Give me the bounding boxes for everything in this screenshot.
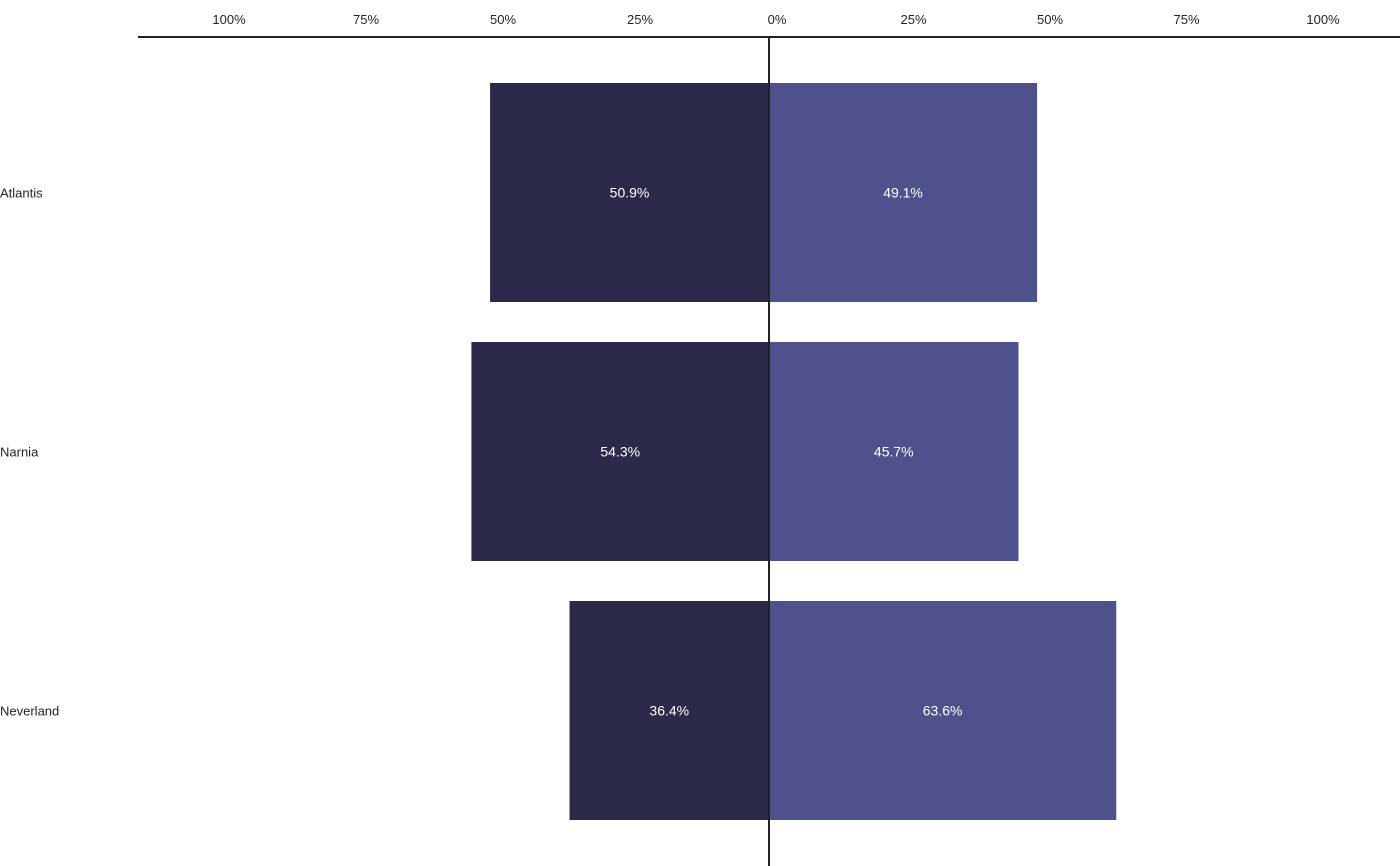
data-label-right: 63.6%	[923, 703, 963, 719]
tick-label: 50%	[1037, 12, 1063, 27]
tick-label: 50%	[490, 12, 516, 27]
bar-right	[769, 83, 1038, 302]
data-label-left: 54.3%	[600, 444, 640, 460]
bar-left	[471, 342, 769, 561]
data-label-right: 45.7%	[874, 444, 914, 460]
bars-group: 50.9% 49.1% 54.3% 45.7% 36.4% 63.6%	[471, 83, 1117, 820]
data-label-left: 36.4%	[649, 703, 689, 719]
tick-label: 25%	[627, 12, 653, 27]
tick-label: 100%	[212, 12, 246, 27]
bar-left	[490, 83, 769, 302]
data-label-left: 50.9%	[610, 185, 650, 201]
data-label-right: 49.1%	[883, 185, 923, 201]
tick-label: 25%	[900, 12, 926, 27]
tick-label: 75%	[1173, 12, 1199, 27]
category-label: Narnia	[0, 445, 39, 460]
category-labels-group: Atlantis Narnia Neverland	[0, 186, 59, 719]
bar-right	[769, 601, 1117, 820]
category-label: Neverland	[0, 704, 59, 719]
category-label: Atlantis	[0, 186, 43, 201]
tick-label: 0%	[768, 12, 787, 27]
tick-label: 100%	[1306, 12, 1340, 27]
tick-label: 75%	[353, 12, 379, 27]
bar-left	[569, 601, 769, 820]
tick-labels-group: 100% 75% 50% 25% 0% 25% 50% 75% 100%	[212, 12, 1340, 27]
bar-right	[769, 342, 1019, 561]
